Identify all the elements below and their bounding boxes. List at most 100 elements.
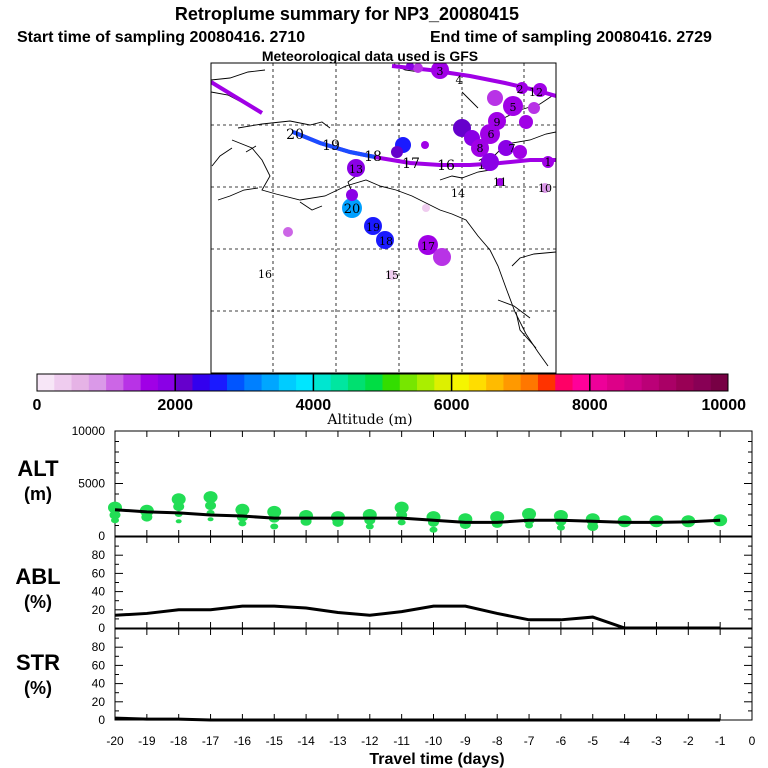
cluster-label-16: 16 (258, 268, 272, 281)
colorbar-swatch (641, 374, 660, 391)
colorbar-swatch (503, 374, 522, 391)
colorbar-swatch (572, 374, 591, 391)
cluster-label-10: 10 (538, 182, 552, 195)
colorbar-swatch (244, 374, 263, 391)
alt-scatter-point (203, 491, 218, 504)
x-tick-label: -9 (460, 734, 471, 748)
x-tick-label: -11 (393, 734, 410, 748)
colorbar-swatch (589, 374, 608, 391)
traj-label-19: 19 (322, 138, 340, 154)
colorbar-swatch (486, 374, 504, 391)
cluster-label-13: 13 (349, 163, 363, 176)
colorbar-tick-label: 0 (33, 397, 42, 414)
colorbar-frame (36, 373, 729, 392)
cluster-label-17: 17 (421, 240, 435, 253)
colorbar-swatch (676, 374, 694, 391)
cluster-label-2: 2 (517, 83, 524, 96)
cluster-bubbles (283, 63, 554, 280)
alt-scatter-point (171, 493, 186, 506)
traj-label-17: 17 (402, 156, 420, 172)
colorbar-swatch (347, 374, 366, 391)
trajectory-upper-left (211, 80, 264, 115)
colorbar-swatch (555, 374, 574, 391)
x-tick-label: -12 (361, 734, 379, 748)
str-ytick-label: 40 (92, 677, 106, 691)
colorbar-swatch (175, 374, 193, 391)
x-tick-label: -20 (106, 734, 124, 748)
alt-scatter-point (394, 501, 409, 514)
x-tick-label: 0 (749, 734, 756, 748)
colorbar-tick-label: 8000 (572, 397, 608, 414)
cluster-bubble (513, 145, 527, 159)
x-tick-label: -16 (234, 734, 252, 748)
alt-scatter-point (397, 519, 406, 526)
alt-scatter-point (111, 517, 119, 524)
colorbar-swatch (106, 374, 124, 391)
x-axis-tick-labels: -20 -19 -18 -17 -16 -15 -14 -13 -12 -11 -10 -9 -8 -7-… (106, 734, 755, 748)
cluster-label-15: 15 (385, 269, 399, 282)
alt-scatter-point (587, 522, 599, 532)
str-yunit: (%) (24, 678, 52, 698)
cluster-bubble (519, 115, 533, 129)
cluster-label-4: 4 (456, 74, 463, 87)
colorbar-swatch (37, 374, 55, 391)
cluster-bubble (376, 231, 394, 249)
str-panel-frame (114, 628, 753, 721)
colorbar-swatch (157, 374, 176, 391)
met-data-label: Meteorological data used is GFS (262, 48, 478, 64)
cluster-label-1: 1 (545, 156, 552, 169)
colorbar-swatch (330, 374, 349, 391)
figure-title: Retroplume summary for NP3_20080415 (175, 4, 519, 24)
x-tick-label: -5 (587, 734, 598, 748)
colorbar-swatch (468, 374, 487, 391)
cluster-bubble (283, 227, 293, 237)
alt-scatter-point (429, 526, 438, 533)
colorbar-tick-label: 4000 (296, 397, 332, 414)
colorbar-swatch (313, 374, 332, 391)
end-time-label: End time of sampling 20080416. 2729 (430, 29, 712, 46)
colorbar-swatch (417, 374, 435, 391)
colorbar-swatch (140, 374, 159, 391)
alt-ytick-label: 0 (98, 529, 105, 543)
colorbar-swatch (537, 374, 556, 391)
cluster-bubble (418, 235, 438, 255)
alt-scatter-point (141, 512, 153, 522)
alt-scatter-point (207, 517, 214, 522)
cluster-label-3: 3 (437, 65, 444, 78)
colorbar-swatch (209, 374, 228, 391)
alt-scatter-point (270, 523, 279, 530)
map-frame (210, 62, 557, 374)
abl-ytick-label: 80 (92, 548, 106, 562)
x-tick-label: -15 (266, 734, 284, 748)
cluster-bubble (406, 63, 414, 70)
alt-scatter-point (556, 524, 565, 531)
cluster-bubble (516, 82, 528, 94)
x-tick-label: -13 (329, 734, 347, 748)
cluster-bubble (540, 183, 550, 193)
str-ytick-label: 20 (92, 695, 106, 709)
alt-scatter-point (109, 510, 121, 520)
colorbar-swatch (227, 374, 245, 391)
colorbar-swatch (399, 374, 418, 391)
x-tick-label: -3 (651, 734, 662, 748)
colorbar-swatch (693, 374, 712, 391)
alt-scatter-point (332, 517, 344, 527)
cluster-bubble (503, 96, 523, 116)
abl-ytick-label: 40 (92, 585, 106, 599)
start-time-label: Start time of sampling 20080416. 2710 (17, 29, 305, 46)
x-tick-label: -4 (619, 734, 630, 748)
cluster-bubble (533, 83, 547, 97)
x-tick-label: -18 (170, 734, 188, 748)
map-panel: 20 19 18 17 16 15 (210, 62, 557, 374)
cluster-label-8: 8 (477, 142, 484, 155)
alt-yunit: (m) (24, 484, 52, 504)
colorbar-swatch (658, 374, 677, 391)
cluster-bubble (498, 140, 514, 156)
cluster-bubble (342, 198, 362, 218)
colorbar-swatch (278, 374, 297, 391)
abl-ylabel: ABL (15, 564, 60, 589)
cluster-label-6: 6 (488, 128, 495, 141)
alt-ylabel: ALT (17, 456, 59, 481)
cluster-label-14: 14 (451, 187, 465, 200)
